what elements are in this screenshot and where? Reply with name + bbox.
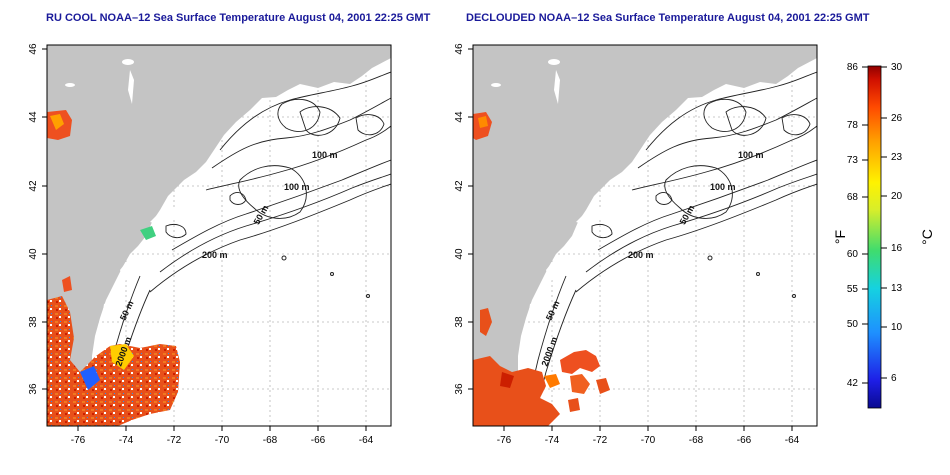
right-axes: -76 -74 -72 -70 -68 -66 -64 36 38 40 42 …: [454, 43, 800, 446]
lon-tick-label: -74: [119, 435, 134, 446]
colorbar-f-tick: 86: [847, 62, 859, 73]
lat-tick-label: 42: [454, 180, 465, 192]
colorbar-f-tick: 78: [847, 120, 859, 131]
right-panel-title: DECLOUDED NOAA–12 Sea Surface Temperatur…: [466, 12, 870, 24]
right-map-panel: 100 m 100 m 50 m 200 m 50 m 2000 m: [472, 44, 818, 427]
lon-tick-label: -68: [263, 435, 278, 446]
colorbar-gradient: [867, 65, 882, 409]
colorbar: 86 78 73 68 60 55 50 42 30 26 23 20 16 1…: [832, 62, 935, 409]
lon-tick-label: -68: [689, 435, 704, 446]
colorbar-c-tick: 10: [891, 322, 903, 333]
colorbar-c-tick: 16: [891, 243, 903, 254]
lat-tick-label: 40: [454, 248, 465, 260]
lon-tick-label: -72: [167, 435, 182, 446]
land-mass: [473, 45, 817, 426]
colorbar-f-tick: 55: [847, 284, 859, 295]
contour-label: 100 m: [312, 150, 338, 160]
lon-tick-label: -74: [545, 435, 560, 446]
lat-tick-label: 44: [454, 111, 465, 123]
colorbar-f-tick: 50: [847, 319, 859, 330]
lon-tick-label: -76: [71, 435, 86, 446]
colorbar-c-tick: 13: [891, 283, 903, 294]
lat-tick-label: 46: [454, 43, 465, 55]
lat-tick-label: 36: [28, 383, 39, 395]
contour-label: 200 m: [202, 250, 228, 260]
lon-tick-label: -70: [215, 435, 230, 446]
contour-label: 100 m: [284, 182, 310, 192]
colorbar-c-tick: 20: [891, 191, 903, 202]
lon-tick-label: -76: [497, 435, 512, 446]
contour-label: 100 m: [710, 182, 736, 192]
colorbar-f-tick: 68: [847, 192, 859, 203]
colorbar-c-tick: 6: [891, 373, 897, 384]
lon-tick-label: -70: [641, 435, 656, 446]
lon-tick-label: -66: [737, 435, 752, 446]
land-mass: [47, 45, 391, 426]
lat-tick-label: 36: [454, 383, 465, 395]
lat-tick-label: 38: [28, 316, 39, 328]
contour-label: 100 m: [738, 150, 764, 160]
lat-tick-label: 42: [28, 180, 39, 192]
lon-tick-label: -72: [593, 435, 608, 446]
colorbar-c-tick: 23: [891, 152, 903, 163]
colorbar-f-tick: 60: [847, 249, 859, 260]
left-axes: -76 -74 -72 -70 -68 -66 -64 36 38 40 42 …: [28, 43, 374, 446]
lat-tick-label: 40: [28, 248, 39, 260]
lat-tick-label: 46: [28, 43, 39, 55]
lat-tick-label: 38: [454, 316, 465, 328]
colorbar-c-label: °C: [919, 229, 935, 245]
lon-tick-label: -66: [311, 435, 326, 446]
contour-label: 200 m: [628, 250, 654, 260]
colorbar-c-tick: 26: [891, 113, 903, 124]
colorbar-f-tick: 73: [847, 155, 859, 166]
lat-tick-label: 44: [28, 111, 39, 123]
colorbar-f-tick: 42: [847, 378, 859, 389]
colorbar-c-tick: 30: [891, 62, 903, 73]
colorbar-f-label: °F: [832, 230, 848, 244]
lon-tick-label: -64: [359, 435, 374, 446]
left-map-panel: 100 m 100 m 50 m 200 m 50 m 2000 m: [46, 44, 392, 427]
lon-tick-label: -64: [785, 435, 800, 446]
left-panel-title: RU COOL NOAA–12 Sea Surface Temperature …: [46, 12, 431, 24]
